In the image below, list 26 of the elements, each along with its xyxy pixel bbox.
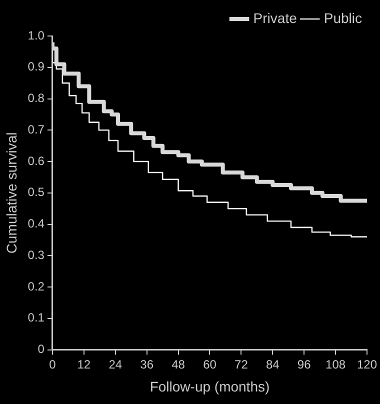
y-tick-label: 0.5: [28, 185, 45, 200]
x-tick-label: 96: [297, 357, 312, 372]
legend-label: Private: [253, 10, 298, 26]
x-tick-label: 72: [234, 357, 248, 372]
y-tick-label: 0.7: [28, 122, 45, 136]
x-tick-label: 48: [172, 357, 186, 372]
y-axis-title: Cumulative survival: [3, 132, 20, 254]
x-tick-label: 24: [108, 357, 122, 372]
y-tick-label: 0: [38, 342, 45, 356]
x-tick-label: 108: [326, 357, 346, 372]
y-tick-label: 0.3: [28, 248, 45, 262]
x-tick-label: 84: [266, 357, 280, 372]
legend-label: Public: [324, 10, 362, 26]
y-tick-label: 0.9: [28, 60, 45, 74]
y-tick-label: 0.2: [28, 279, 45, 294]
x-tick-label: 120: [356, 357, 378, 372]
x-tick-label: 60: [203, 357, 217, 372]
y-tick-label: 0.6: [28, 154, 45, 168]
y-tick-label: 0.8: [28, 91, 45, 106]
x-axis-title: Follow-up (months): [150, 378, 270, 394]
x-tick-label: 12: [77, 357, 91, 372]
y-tick-label: 0.4: [28, 216, 45, 231]
x-tick-label: 36: [140, 357, 154, 372]
y-tick-label: 0.1: [28, 310, 45, 325]
y-tick-label: 1.0: [28, 28, 45, 42]
x-tick-label: 0: [49, 357, 56, 372]
